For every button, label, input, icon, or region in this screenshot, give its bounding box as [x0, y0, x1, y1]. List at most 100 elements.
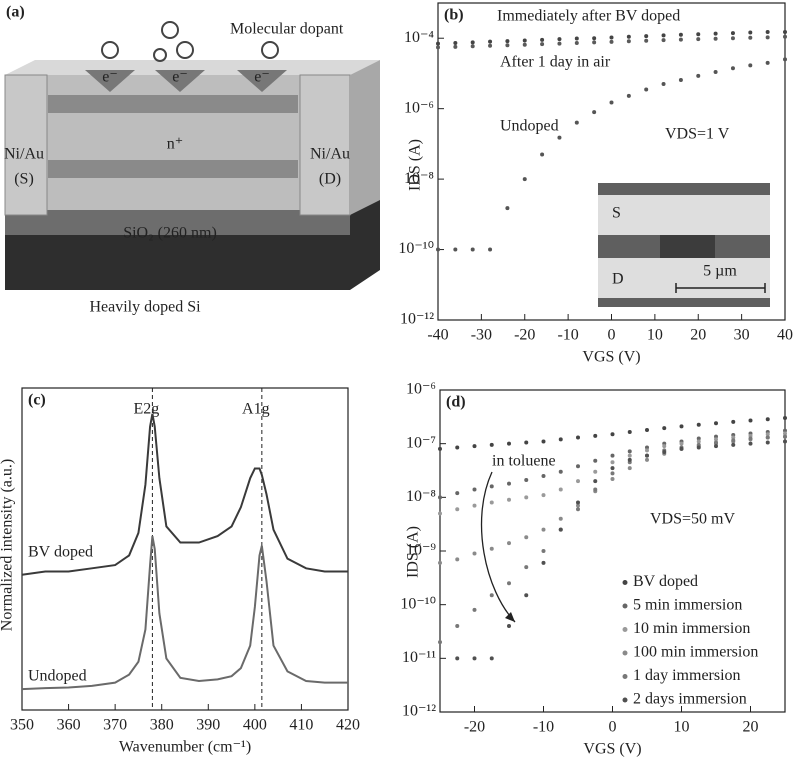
data-point — [783, 57, 787, 62]
arrow — [480, 471, 516, 623]
data-point — [678, 78, 683, 83]
data-point — [505, 39, 510, 44]
x-tick-label: 30 — [734, 327, 750, 344]
data-point — [626, 93, 631, 98]
data-point — [541, 527, 546, 532]
data-point — [489, 546, 494, 551]
data-point — [576, 500, 580, 505]
data-point — [610, 476, 615, 481]
data-point — [678, 32, 683, 37]
x-tick-label: 0 — [609, 719, 617, 736]
data-point — [453, 44, 458, 49]
data-point — [576, 503, 580, 508]
electron-arrow — [85, 70, 135, 92]
x-tick-label: 360 — [57, 717, 81, 734]
y-tick-label: 10⁻⁶ — [406, 381, 436, 398]
data-point — [524, 565, 529, 570]
data-point — [696, 32, 701, 37]
data-point — [558, 469, 563, 474]
x-tick-label: 410 — [289, 717, 313, 734]
data-point — [627, 466, 632, 471]
side-face — [350, 60, 380, 215]
x-axis-label: Wavenumber (cm⁻¹) — [119, 739, 251, 756]
x-tick-label: 20 — [743, 719, 759, 736]
data-point — [507, 497, 511, 502]
data-point — [507, 481, 511, 486]
data-point — [540, 42, 545, 47]
x-tick-label: 420 — [336, 717, 360, 734]
legend-marker — [622, 603, 628, 609]
data-point — [765, 30, 770, 35]
inset-label: S — [612, 205, 621, 222]
source-label: Ni/Au — [4, 146, 44, 163]
data-point — [661, 82, 666, 87]
data-point — [472, 503, 477, 508]
x-tick-label: 380 — [150, 717, 174, 734]
data-point — [696, 445, 701, 450]
series-label: BV doped — [28, 544, 93, 561]
x-tick-label: -20 — [464, 719, 485, 736]
data-point — [644, 87, 649, 92]
data-point — [626, 39, 631, 44]
series-label: Immediately after BV doped — [497, 8, 680, 25]
peak-label: A1g — [242, 401, 270, 418]
data-point — [627, 453, 632, 458]
data-point — [455, 445, 460, 450]
data-point — [713, 36, 718, 41]
data-point — [472, 487, 477, 492]
y-tick-label: 10⁻¹¹ — [402, 649, 436, 666]
legend-label: BV doped — [633, 573, 698, 590]
data-point — [592, 36, 597, 41]
data-point — [541, 560, 546, 565]
data-point — [783, 416, 787, 421]
data-point — [455, 507, 460, 512]
x-tick-label: 40 — [777, 327, 793, 344]
data-point — [713, 69, 718, 74]
x-tick-label: -10 — [533, 719, 554, 736]
data-point — [557, 135, 562, 140]
legend-marker — [622, 627, 628, 632]
arrow-head — [505, 612, 515, 622]
data-point — [576, 479, 580, 484]
data-point — [472, 607, 477, 612]
data-point — [679, 441, 684, 446]
x-tick-label: 10 — [647, 327, 663, 344]
data-point — [522, 42, 527, 47]
legend-label: 10 min immersion — [633, 620, 750, 637]
data-point — [524, 535, 529, 540]
data-point — [731, 438, 736, 443]
data-point — [507, 441, 511, 446]
data-point — [558, 437, 563, 442]
data-point — [558, 487, 563, 492]
data-point — [748, 35, 753, 40]
data-point — [505, 43, 510, 48]
data-point — [489, 484, 494, 489]
legend-label: 5 min immersion — [633, 597, 742, 614]
data-point — [438, 446, 442, 451]
data-point — [783, 431, 787, 436]
molecules — [101, 21, 279, 62]
y-axis-label: IDS (A) — [407, 139, 424, 191]
y-tick-label: 10⁻¹⁰ — [398, 240, 434, 257]
electron-label: e⁻ — [172, 69, 188, 86]
data-point — [626, 34, 631, 39]
data-point — [455, 557, 460, 562]
data-point — [748, 63, 753, 68]
x-tick-label: 10 — [674, 719, 690, 736]
data-point — [661, 33, 666, 38]
data-point — [765, 440, 770, 445]
source-electrode — [4, 74, 48, 216]
data-point — [593, 469, 598, 474]
electron-label: e⁻ — [102, 69, 118, 86]
data-point — [436, 45, 440, 50]
data-point — [661, 38, 666, 43]
data-point — [593, 458, 598, 463]
mos2-atoms — [48, 95, 298, 178]
data-point — [748, 441, 753, 446]
data-point — [610, 453, 615, 458]
data-point — [489, 593, 494, 598]
panel-label: (c) — [28, 392, 46, 409]
data-point — [488, 43, 493, 48]
data-point — [488, 39, 493, 44]
